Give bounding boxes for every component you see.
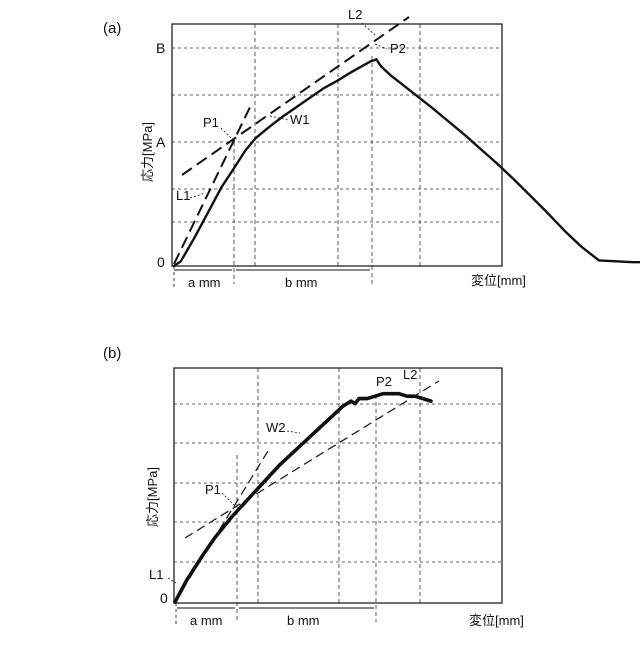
label-l2: L2 [348, 7, 362, 22]
leader-line [222, 493, 234, 505]
label-l2: L2 [403, 367, 417, 382]
panel-b-plot-frame [174, 368, 502, 603]
figure: (a) 0 A B 応力[MPa] 変位[mm] [0, 0, 640, 640]
label-w1: W1 [290, 112, 310, 127]
panel-a-label: (a) [103, 20, 121, 37]
tangent-line-l2 [182, 17, 409, 175]
label-p1: P1 [205, 482, 221, 497]
panel-b-label: (b) [103, 345, 121, 362]
x-axis-title: 変位[mm] [471, 273, 526, 288]
y-tick-label: 0 [157, 254, 165, 270]
span-label-a: a mm [190, 613, 223, 628]
leader-line [287, 431, 300, 433]
leader-line [190, 193, 205, 198]
panel-b: (b) 0 応力[MPa] 変位[mm] a mm b mm P1 P2 [103, 345, 524, 628]
y-tick-label: A [156, 134, 166, 150]
label-p2: P2 [390, 41, 406, 56]
panel-a-plot-frame [172, 24, 502, 266]
data-line-w1 [174, 59, 640, 266]
y-tick-label: B [156, 40, 165, 56]
label-w2: W2 [266, 420, 286, 435]
leader-line [168, 578, 176, 583]
label-p1: P1 [203, 115, 219, 130]
tangent-line-l2 [185, 381, 439, 538]
panel-b-grid [174, 368, 502, 622]
leader-line [221, 128, 233, 140]
leader-line [362, 23, 376, 36]
label-l1: L1 [176, 188, 190, 203]
y-axis-title: 応力[MPa] [145, 467, 160, 527]
span-label-b: b mm [287, 613, 320, 628]
y-axis-title: 応力[MPa] [140, 122, 155, 182]
x-axis-title: 変位[mm] [469, 613, 524, 628]
label-p2: P2 [376, 374, 392, 389]
span-label-a: a mm [188, 275, 221, 290]
panel-a: (a) 0 A B 応力[MPa] 変位[mm] [103, 7, 640, 290]
panel-a-grid [172, 24, 502, 284]
label-l1: L1 [149, 567, 163, 582]
span-label-b: b mm [285, 275, 318, 290]
y-tick-label: 0 [160, 590, 168, 606]
data-line-w2 [175, 394, 431, 602]
